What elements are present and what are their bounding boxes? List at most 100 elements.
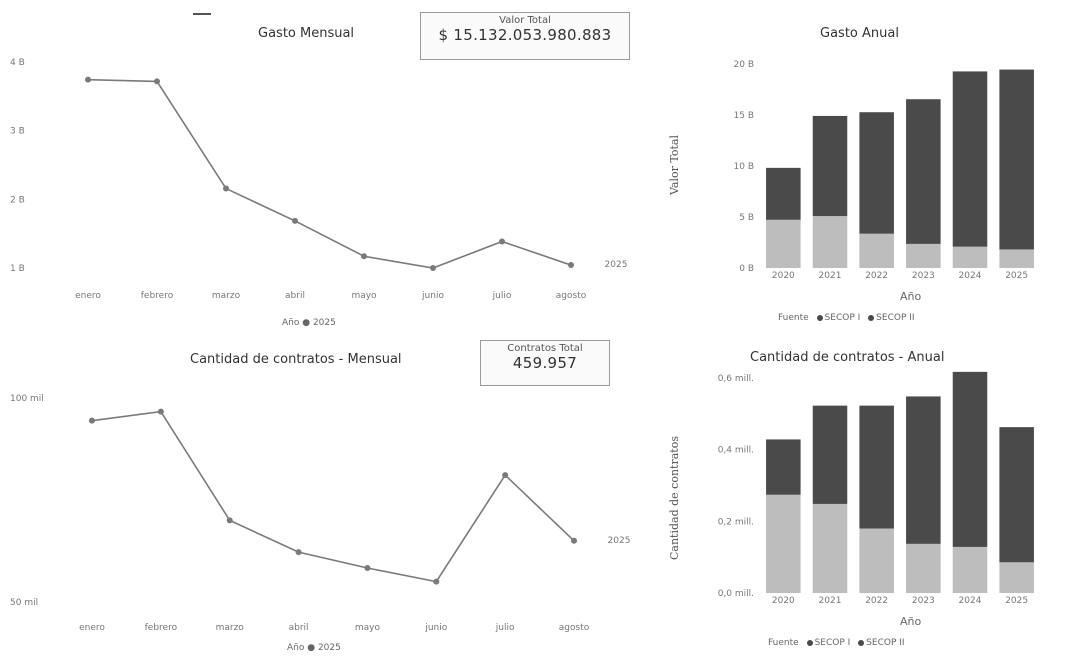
gasto-mensual-panel: Gasto Mensual Valor Total $ 15.132.053.9…: [0, 0, 640, 330]
gasto-mensual-x-tick: junio: [421, 291, 444, 301]
contratos-mensual-x-tick: junio: [424, 623, 447, 633]
valor-total-card: Valor Total $ 15.132.053.980.883: [420, 12, 630, 60]
contratos-mensual-x-tick: febrero: [145, 623, 178, 633]
contratos-anual-bar-secop-ii: [812, 405, 848, 504]
gasto-anual-bar-secop-ii: [859, 112, 894, 234]
legend-secop-i: SECOP II: [876, 313, 915, 323]
gasto-anual-bar-secop-ii: [906, 99, 941, 244]
contratos-mensual-x-tick: julio: [495, 623, 515, 633]
contratos-mensual-point: [433, 578, 440, 585]
contratos-mensual-point: [89, 417, 95, 424]
gasto-anual-bar-secop-i: [812, 216, 848, 268]
secop-ii-legend-dot: [806, 639, 813, 646]
valor-total-value: $ 15.132.053.980.883: [438, 26, 612, 44]
contratos-anual-bar-secop-i: [812, 503, 848, 593]
legend-title: Fuente: [778, 313, 809, 323]
contratos-mensual-point: [502, 472, 509, 479]
legend-title: Fuente: [768, 638, 799, 648]
contratos-mensual-point: [364, 565, 371, 571]
gasto-mensual-x-tick: julio: [492, 291, 512, 301]
gasto-mensual-point: [292, 217, 298, 224]
gasto-mensual-end-label: 2025: [605, 260, 628, 270]
contratos-anual-y-tick: 0,4 mill.: [718, 446, 754, 456]
contratos-anual-x-tick: 2024: [959, 596, 982, 606]
gasto-anual-x-tick: 2021: [819, 271, 842, 281]
gasto-mensual-x-tick: agosto: [556, 291, 587, 301]
gasto-anual-bar-secop-i: [766, 219, 801, 268]
legend-secop-i: SECOP II: [866, 638, 905, 648]
legend-secop-ii: SECOP I: [814, 638, 851, 648]
gasto-mensual-chart: 4 B 3 B 2 B 1 B enero febrero marzo abril mayo ju…: [10, 58, 628, 301]
secop-i-legend-dot: [858, 639, 865, 646]
contratos-anual-y-tick: 0,2 mill.: [718, 517, 754, 527]
contratos-anual-legend: Fuente SECOP I SECOP II: [768, 638, 905, 648]
gasto-anual-bar-secop-i: [906, 243, 941, 268]
gasto-mensual-x-tick: enero: [75, 291, 101, 301]
gasto-mensual-series-line: [87, 78, 572, 269]
contratos-anual-y-tick: 0,6 mill.: [718, 374, 754, 384]
contratos-anual-chart: 0,6 mill. 0,4 mill. 0,2 mill. 0,0 mill. 2020…: [718, 371, 1034, 606]
gasto-anual-y-tick: 0 B: [739, 264, 754, 274]
gasto-anual-y-tick: 10 B: [734, 162, 755, 172]
gasto-anual-x-tick: 2023: [912, 271, 935, 281]
contratos-anual-y-tick: 0,0 mill.: [718, 589, 754, 599]
contratos-mensual-end-label: 2025: [608, 536, 631, 546]
gasto-anual-y-tick: 20 B: [734, 60, 755, 70]
gasto-anual-bar-secop-i: [999, 249, 1034, 268]
gasto-mensual-point: [154, 78, 160, 85]
contratos-mensual-x-tick: agosto: [559, 623, 590, 633]
gasto-mensual-y-tick: 3 B: [10, 127, 25, 137]
gasto-anual-chart: 20 B 15 B 10 B 5 B 0 B 2020 2021 2022 2023 2024 20…: [734, 60, 1034, 281]
contratos-anual-bar-secop-ii: [999, 427, 1034, 563]
gasto-anual-xlabel: Año: [900, 290, 922, 303]
contratos-anual-x-tick: 2020: [772, 596, 795, 606]
contratos-mensual-title: Cantidad de contratos - Mensual: [190, 352, 402, 367]
gasto-anual-legend: Fuente SECOP I SECOP II: [778, 313, 915, 323]
contratos-anual-bar-secop-ii: [859, 405, 894, 529]
contratos-mensual-point: [295, 549, 302, 556]
contratos-anual-bar-secop-ii: [906, 396, 941, 544]
contratos-mensual-x-tick: abril: [289, 623, 309, 633]
gasto-mensual-xlabel: Año ● 2025: [282, 318, 336, 328]
contratos-mensual-x-tick: mayo: [355, 623, 381, 633]
contratos-anual-x-tick: 2022: [865, 596, 888, 606]
contratos-mensual-y-tick: 50 mil: [10, 598, 38, 608]
gasto-mensual-y-tick: 1 B: [10, 264, 25, 274]
gasto-anual-x-tick: 2025: [1005, 271, 1028, 281]
contratos-anual-xlabel: Año: [900, 615, 922, 628]
gasto-anual-x-tick: 2024: [959, 271, 982, 281]
contratos-mensual-point: [226, 517, 233, 524]
gasto-mensual-point: [361, 253, 367, 260]
contratos-mensual-series-line: [91, 410, 575, 583]
gasto-anual-x-tick: 2022: [865, 271, 888, 281]
gasto-anual-bar-secop-ii: [952, 71, 988, 247]
gasto-mensual-y-tick: 2 B: [10, 195, 25, 205]
gasto-anual-bar-secop-i: [859, 233, 894, 268]
contratos-anual-bar-secop-i: [999, 562, 1034, 593]
gasto-mensual-x-tick: marzo: [212, 291, 241, 301]
contratos-total-label: Contratos Total: [507, 343, 583, 354]
gasto-anual-y-tick: 15 B: [734, 111, 755, 121]
contratos-total-card: Contratos Total 459.957: [480, 340, 610, 386]
secop-ii-legend-dot: [816, 314, 823, 321]
valor-total-label: Valor Total: [499, 15, 551, 26]
contratos-anual-bar-secop-i: [906, 543, 941, 593]
gasto-anual-x-tick: 2020: [772, 271, 795, 281]
contratos-total-value: 459.957: [512, 354, 578, 372]
gasto-mensual-point: [430, 265, 436, 271]
contratos-mensual-chart: 100 mil 50 mil enero febrero marzo abril mayo j…: [10, 394, 631, 633]
contratos-anual-bar-secop-i: [859, 528, 894, 593]
gasto-anual-y-tick: 5 B: [739, 213, 754, 223]
gasto-anual-bar-secop-ii: [766, 167, 801, 220]
contratos-mensual-x-tick: enero: [79, 623, 105, 633]
contratos-anual-bar-secop-i: [766, 494, 801, 593]
contratos-anual-x-tick: 2023: [912, 596, 935, 606]
secop-i-legend-dot: [868, 314, 875, 321]
contratos-mensual-xlabel: Año ● 2025: [287, 643, 341, 653]
gasto-anual-bar-secop-ii: [999, 69, 1034, 250]
gasto-mensual-y-tick: 4 B: [10, 58, 25, 68]
contratos-mensual-point: [157, 408, 164, 415]
contratos-anual-bar-secop-ii: [766, 439, 801, 495]
contratos-anual-x-tick: 2025: [1005, 596, 1028, 606]
